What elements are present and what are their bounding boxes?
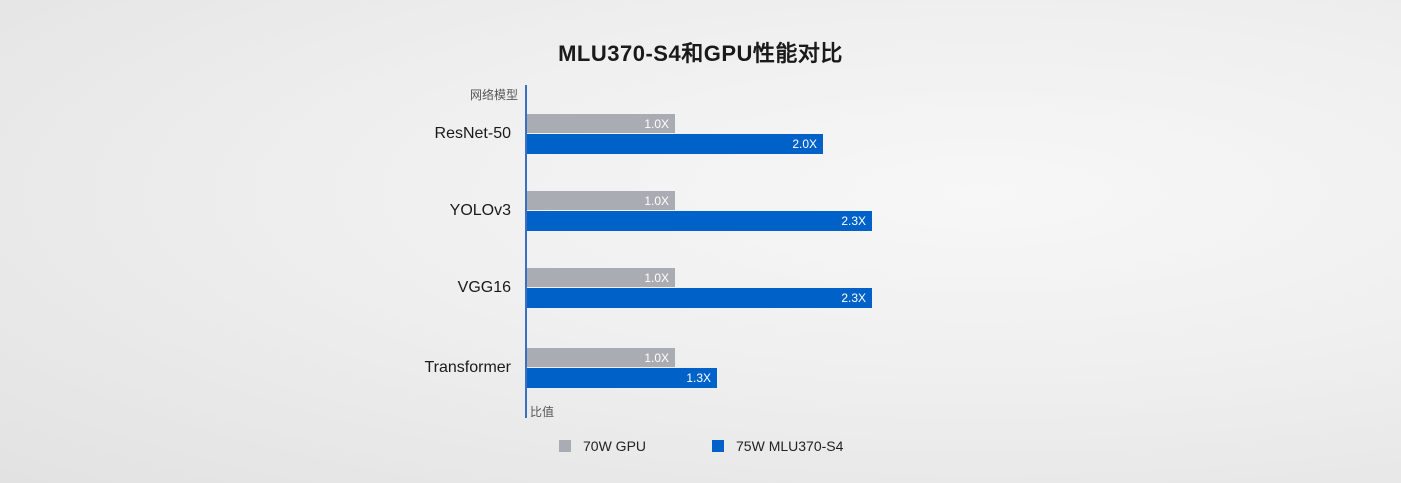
legend-item-mlu: 75W MLU370-S4	[712, 438, 843, 454]
category-label-vgg16: VGG16	[457, 279, 511, 296]
category-label-yolov3: YOLOv3	[449, 202, 511, 219]
legend: 70W GPU 75W MLU370-S4	[559, 438, 909, 454]
bar-mlu-resnet50: 2.0X	[527, 134, 823, 154]
bar-mlu-vgg16: 2.3X	[527, 288, 872, 308]
chart-title: MLU370-S4和GPU性能对比	[558, 41, 843, 66]
bar-gpu-vgg16: 1.0X	[527, 268, 675, 287]
legend-item-gpu: 70W GPU	[559, 438, 646, 454]
y-axis-line	[525, 85, 527, 418]
bar-mlu-transformer: 1.3X	[527, 368, 717, 388]
bar-gpu-yolov3: 1.0X	[527, 191, 675, 210]
bar-mlu-yolov3: 2.3X	[527, 211, 872, 231]
legend-label-gpu: 70W GPU	[583, 438, 647, 454]
bar-gpu-resnet50: 1.0X	[527, 114, 675, 133]
legend-label-mlu: 75W MLU370-S4	[736, 438, 844, 454]
legend-swatch-gpu	[559, 440, 571, 452]
category-label-transformer: Transformer	[424, 359, 511, 376]
legend-swatch-mlu	[712, 440, 725, 452]
category-label-resnet50: ResNet-50	[434, 125, 511, 142]
x-axis-title: 比值	[530, 405, 555, 419]
bar-gpu-transformer: 1.0X	[527, 348, 675, 367]
y-axis-title: 网络模型	[469, 88, 518, 102]
